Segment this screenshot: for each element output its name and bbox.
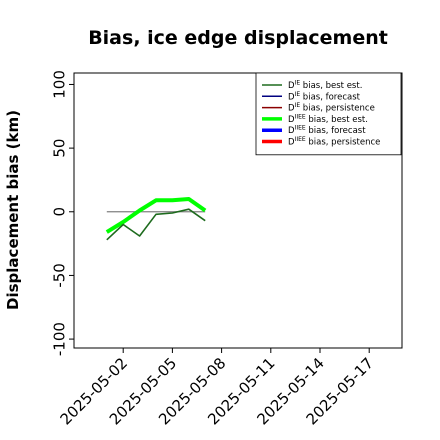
y-tick-label: 100 xyxy=(51,70,69,99)
legend-entry: DIE bias, forecast xyxy=(288,91,361,103)
series-line xyxy=(106,208,206,241)
plot-frame xyxy=(73,72,403,349)
y-tick-label: 0 xyxy=(51,207,69,217)
legend-entry: DIIEE bias, forecast xyxy=(288,125,366,137)
y-tick-label: -50 xyxy=(51,263,69,288)
y-tick-label: 50 xyxy=(51,139,69,158)
legend: DIE bias, best est.DIE bias, forecastDIE… xyxy=(255,72,402,156)
legend-entry: DIIEE bias, best est. xyxy=(288,113,368,125)
y-tick-label: -100 xyxy=(51,322,69,356)
series-line xyxy=(105,197,207,234)
legend-entry: DIE bias, best est. xyxy=(288,80,362,92)
chart-title: Bias, ice edge displacement xyxy=(88,27,388,49)
legend-entry: DIIEE bias, persistence xyxy=(288,136,380,148)
legend-entry: DIE bias, persistence xyxy=(288,102,375,114)
y-axis-label: Displacement bias (km) xyxy=(4,110,22,310)
